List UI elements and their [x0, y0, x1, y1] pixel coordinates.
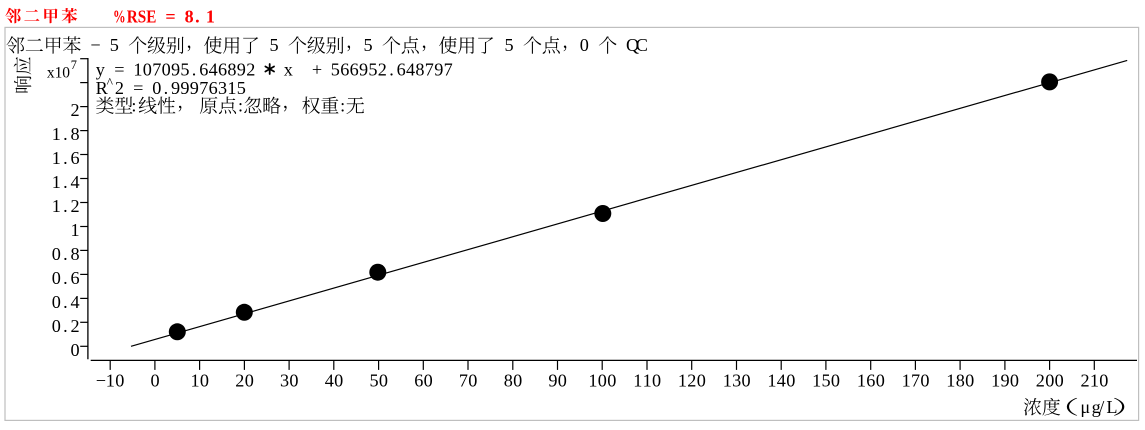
- svg-text:170: 170: [902, 371, 930, 391]
- svg-text:0: 0: [151, 371, 160, 391]
- svg-text:50: 50: [370, 371, 388, 391]
- svg-text:1.2: 1.2: [52, 196, 80, 216]
- svg-text:1.8: 1.8: [52, 124, 80, 144]
- svg-text:0.8: 0.8: [52, 244, 80, 264]
- svg-text:107095.646892: 107095.646892: [133, 60, 255, 80]
- svg-text:1.4: 1.4: [52, 172, 80, 192]
- svg-text:=: =: [165, 6, 175, 26]
- svg-text:110: 110: [633, 371, 661, 391]
- svg-text:−: −: [90, 35, 100, 55]
- svg-text:150: 150: [812, 371, 840, 391]
- svg-text:0.4: 0.4: [52, 292, 80, 312]
- svg-text:y: y: [96, 60, 106, 80]
- svg-text:x10: x10: [47, 65, 70, 82]
- svg-text:90: 90: [548, 371, 566, 391]
- svg-text:120: 120: [678, 371, 706, 391]
- svg-text:160: 160: [857, 371, 885, 391]
- svg-text:10: 10: [191, 371, 209, 391]
- svg-text:1.6: 1.6: [52, 148, 80, 168]
- svg-text:0.2: 0.2: [52, 316, 80, 336]
- svg-text:−10: −10: [96, 371, 124, 391]
- svg-text:130: 130: [723, 371, 751, 391]
- svg-text:30: 30: [280, 371, 298, 391]
- svg-text:R: R: [96, 78, 109, 98]
- svg-text:^: ^: [107, 75, 114, 90]
- svg-text:20: 20: [235, 371, 253, 391]
- svg-text:5: 5: [364, 35, 373, 55]
- svg-text:=: =: [114, 60, 124, 80]
- svg-text:100: 100: [588, 371, 616, 391]
- svg-text:QC: QC: [626, 35, 648, 55]
- svg-text::: :: [340, 96, 345, 116]
- svg-text:0: 0: [71, 340, 80, 360]
- svg-text:190: 190: [991, 371, 1019, 391]
- svg-text:40: 40: [325, 371, 343, 391]
- svg-text:+: +: [312, 60, 322, 80]
- svg-text:%: %: [113, 6, 126, 26]
- svg-text:210: 210: [1081, 371, 1109, 391]
- svg-text:60: 60: [414, 371, 432, 391]
- svg-text:80: 80: [504, 371, 522, 391]
- svg-text:2: 2: [115, 78, 124, 98]
- svg-text:5: 5: [505, 35, 514, 55]
- svg-text:200: 200: [1036, 371, 1064, 391]
- svg-text:1: 1: [71, 220, 80, 240]
- svg-text:5: 5: [270, 35, 279, 55]
- svg-text:140: 140: [767, 371, 795, 391]
- svg-text:x: x: [284, 60, 293, 80]
- svg-text:180: 180: [946, 371, 974, 391]
- svg-text:5: 5: [110, 35, 119, 55]
- svg-text:/L: /L: [1099, 397, 1117, 417]
- svg-text:0: 0: [580, 35, 589, 55]
- svg-text:2: 2: [71, 100, 80, 120]
- svg-text:0.99976315: 0.99976315: [152, 78, 246, 98]
- svg-text:=: =: [133, 78, 143, 98]
- svg-text:566952.648797: 566952.648797: [331, 60, 453, 80]
- svg-text:0.6: 0.6: [52, 268, 80, 288]
- svg-text::: :: [238, 96, 243, 116]
- svg-text:70: 70: [459, 371, 477, 391]
- svg-text:RSE: RSE: [127, 6, 157, 26]
- svg-text:7: 7: [71, 58, 77, 72]
- svg-text::: :: [131, 96, 136, 116]
